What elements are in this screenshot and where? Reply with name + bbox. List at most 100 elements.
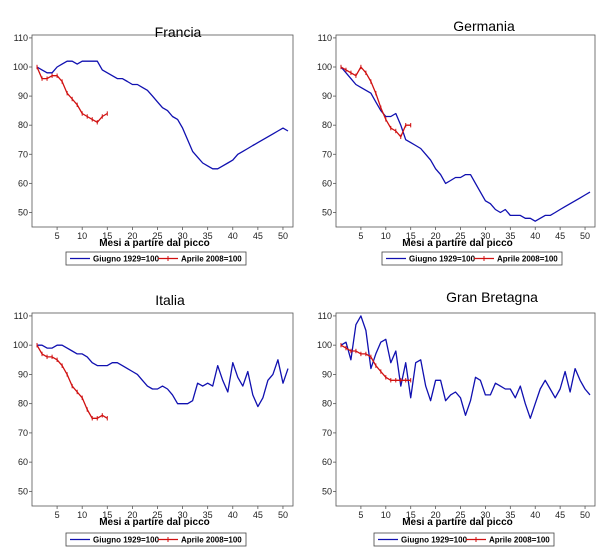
legend-entry: Aprile 2008=100 <box>181 255 242 264</box>
y-tick-label: 50 <box>18 486 28 496</box>
legend-box <box>65 251 247 266</box>
x-tick-label: 30 <box>178 510 188 520</box>
chart-title: Germania <box>453 18 515 34</box>
y-tick-label: 90 <box>322 91 332 101</box>
x-tick-label: 15 <box>406 510 416 520</box>
x-tick-label: 40 <box>530 231 540 241</box>
y-tick-label: 50 <box>322 207 332 217</box>
y-tick-label: 80 <box>322 120 332 130</box>
x-tick-label: 40 <box>228 510 238 520</box>
y-tick-label: 90 <box>18 369 28 379</box>
y-tick-label: 80 <box>18 120 28 130</box>
y-tick-label: 50 <box>18 207 28 217</box>
chart-title: Italia <box>155 292 185 308</box>
x-tick-label: 5 <box>358 231 363 241</box>
y-tick-label: 80 <box>18 399 28 409</box>
x-tick-label: 20 <box>431 510 441 520</box>
x-tick-label: 45 <box>555 231 565 241</box>
x-tick-label: 35 <box>203 231 213 241</box>
y-tick-label: 110 <box>14 311 28 321</box>
y-tick-label: 90 <box>322 369 332 379</box>
y-tick-label: 100 <box>13 62 28 72</box>
y-tick-label: 60 <box>322 178 332 188</box>
series-line <box>340 344 411 381</box>
series-line <box>37 344 289 408</box>
series-line <box>36 66 108 123</box>
x-tick-label: 25 <box>456 231 466 241</box>
x-tick-label: 5 <box>55 510 60 520</box>
chart-title: Francia <box>155 24 202 40</box>
y-tick-label: 50 <box>322 486 332 496</box>
y-tick-label: 70 <box>18 428 28 438</box>
y-tick-label: 60 <box>322 457 332 467</box>
chart-panel: Gran Bretagna 50 60 70 80 90 100 110 5 10 15 20 25 30… <box>317 289 596 547</box>
y-tick-label: 100 <box>13 340 28 350</box>
y-tick-label: 60 <box>18 178 28 188</box>
x-tick-label: 15 <box>102 231 112 241</box>
legend-entry: Giugno 1929=100 <box>93 255 160 264</box>
chart-panel: Francia 50 60 70 80 90 100 110 5 10 15 20 25 30 35 40 45… <box>13 24 294 266</box>
series-line <box>36 60 289 170</box>
x-axis-label: Mesi a partire dal picco <box>99 238 210 249</box>
x-tick-label: 10 <box>77 510 87 520</box>
x-tick-label: 25 <box>152 231 162 241</box>
legend-entry: Giugno 1929=100 <box>93 536 160 545</box>
x-axis-label: Mesi a partire dal picco <box>402 517 513 528</box>
plot-frame <box>31 312 294 507</box>
legend-entry: Giugno 1929=100 <box>401 536 468 545</box>
x-tick-label: 50 <box>278 510 288 520</box>
y-tick-label: 70 <box>18 149 28 159</box>
x-tick-label: 5 <box>358 510 363 520</box>
chart-panel: Italia 50 60 70 80 90 100 110 5 10 15 20 25 30 35 40 45 5… <box>13 292 294 547</box>
x-tick-label: 30 <box>480 231 490 241</box>
x-tick-label: 50 <box>580 231 590 241</box>
legend-entry: Aprile 2008=100 <box>497 255 558 264</box>
y-tick-label: 70 <box>322 428 332 438</box>
chart-panel: Germania 50 60 70 80 90 100 110 5 10 15 20 25 30 35 40 4… <box>317 18 596 266</box>
plot-frame <box>335 312 596 507</box>
x-tick-label: 10 <box>77 231 87 241</box>
x-tick-label: 5 <box>55 231 60 241</box>
x-tick-label: 35 <box>203 510 213 520</box>
x-tick-label: 35 <box>505 510 515 520</box>
chart-title: Gran Bretagna <box>446 289 538 305</box>
y-tick-label: 110 <box>318 33 332 43</box>
x-tick-label: 45 <box>555 510 565 520</box>
y-tick-label: 110 <box>318 311 332 321</box>
plot-frame <box>335 34 596 228</box>
legend-entry: Aprile 2008=100 <box>489 536 550 545</box>
y-tick-label: 100 <box>317 62 332 72</box>
x-tick-label: 20 <box>127 231 137 241</box>
x-tick-label: 35 <box>505 231 515 241</box>
series-line <box>340 66 591 222</box>
legend-entry: Aprile 2008=100 <box>181 536 242 545</box>
x-tick-label: 50 <box>580 510 590 520</box>
y-tick-label: 80 <box>322 399 332 409</box>
x-tick-label: 40 <box>530 510 540 520</box>
y-tick-label: 60 <box>18 457 28 467</box>
x-tick-label: 20 <box>431 231 441 241</box>
x-tick-label: 40 <box>228 231 238 241</box>
x-axis-label: Mesi a partire dal picco <box>99 517 210 528</box>
x-tick-label: 25 <box>152 510 162 520</box>
plot-frame <box>31 34 294 228</box>
x-tick-label: 45 <box>253 231 263 241</box>
legend-entry: Giugno 1929=100 <box>409 255 476 264</box>
y-tick-label: 90 <box>18 91 28 101</box>
legend-box <box>65 532 247 547</box>
x-tick-label: 30 <box>480 510 490 520</box>
x-tick-label: 30 <box>178 231 188 241</box>
x-tick-label: 15 <box>406 231 416 241</box>
x-tick-label: 50 <box>278 231 288 241</box>
x-tick-label: 10 <box>381 231 391 241</box>
y-tick-label: 110 <box>14 33 28 43</box>
series-line <box>340 315 591 419</box>
legend-box <box>381 251 563 266</box>
legend-box <box>373 532 555 547</box>
x-tick-label: 25 <box>456 510 466 520</box>
y-tick-label: 100 <box>317 340 332 350</box>
x-tick-label: 15 <box>102 510 112 520</box>
x-tick-label: 10 <box>381 510 391 520</box>
x-axis-label: Mesi a partire dal picco <box>402 238 513 249</box>
